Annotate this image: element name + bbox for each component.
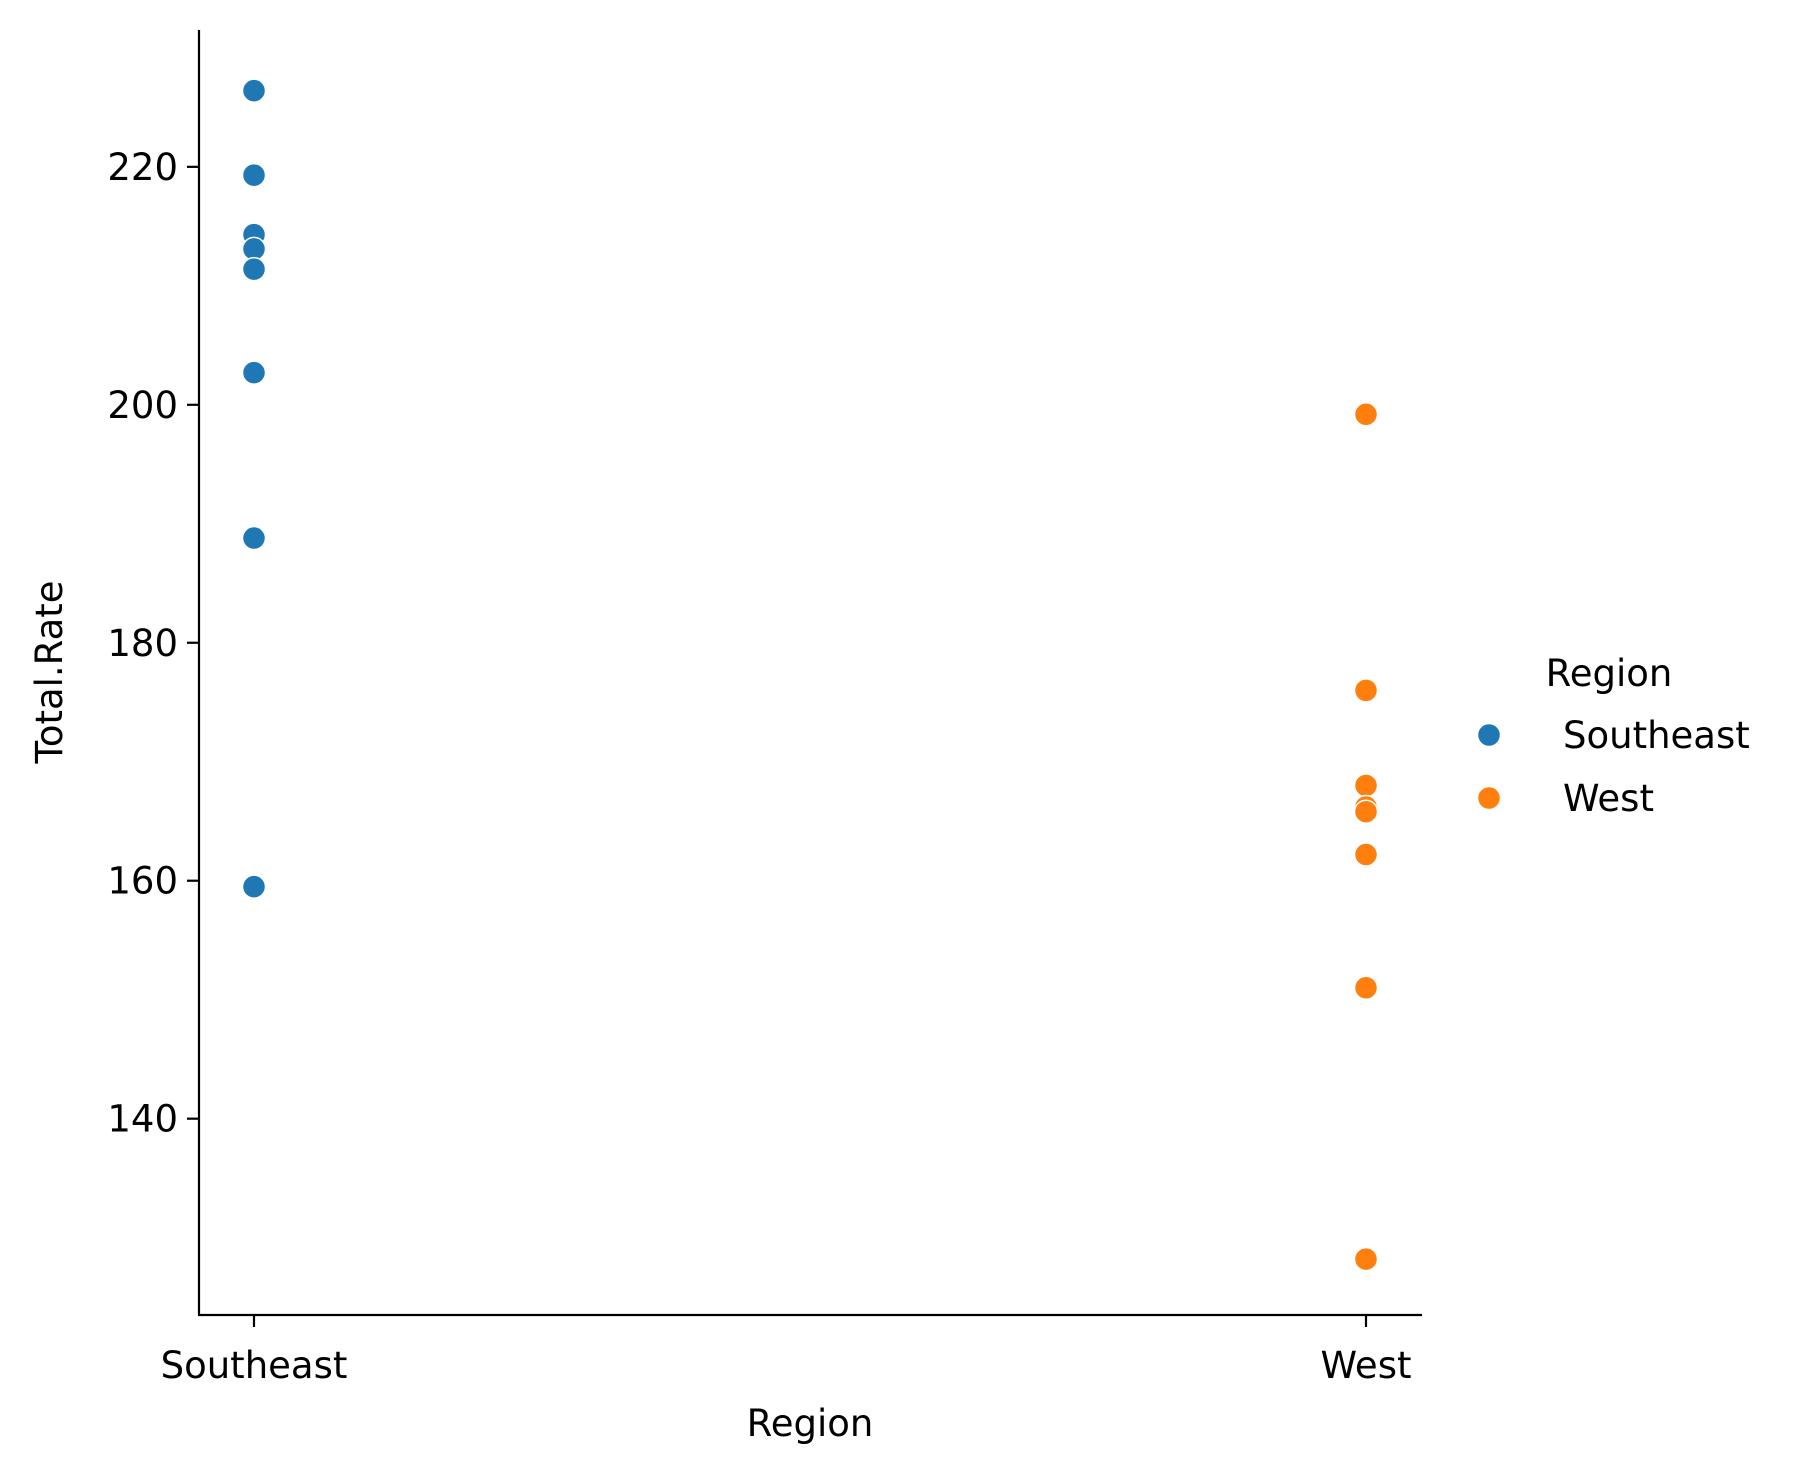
x-tick-label: West [1321, 1344, 1412, 1387]
data-point-west [1353, 1246, 1379, 1272]
data-point-southeast [241, 162, 267, 188]
data-point-southeast [241, 78, 267, 103]
y-tick-label: 200 [107, 384, 178, 427]
data-point-southeast [241, 256, 267, 282]
y-tick-label: 220 [107, 146, 178, 189]
legend-marker-west [1476, 785, 1502, 811]
data-point-west [1353, 842, 1379, 867]
legend-entries: Southeast West [1476, 714, 1750, 820]
data-point-west [1353, 678, 1379, 703]
data-point-west [1353, 402, 1379, 427]
y-ticks: 140 160 180 200 220 [107, 146, 199, 1141]
x-tick-label: Southeast [161, 1344, 348, 1387]
axes-layer [197, 30, 1422, 1317]
data-point-southeast [241, 525, 267, 551]
data-point-west [1353, 773, 1379, 798]
legend-title: Region [1546, 652, 1673, 695]
data-point-southeast [241, 874, 267, 899]
x-axis-label: Region [747, 1402, 874, 1445]
legend-label-west: West [1563, 777, 1654, 820]
data-point-west [1353, 975, 1379, 1001]
y-tick-label: 140 [107, 1098, 178, 1141]
x-ticks: Southeast West [161, 1315, 1412, 1387]
legend: Region Southeast West [1476, 652, 1750, 820]
data-point-west [1353, 799, 1379, 824]
y-axis-label: Total.Rate [28, 580, 71, 764]
y-tick-label: 180 [107, 622, 178, 665]
y-tick-label: 160 [107, 860, 178, 903]
data-point-southeast [241, 360, 267, 385]
points-layer [241, 78, 1379, 1272]
legend-label-southeast: Southeast [1563, 714, 1750, 757]
legend-marker-southeast [1476, 722, 1502, 748]
